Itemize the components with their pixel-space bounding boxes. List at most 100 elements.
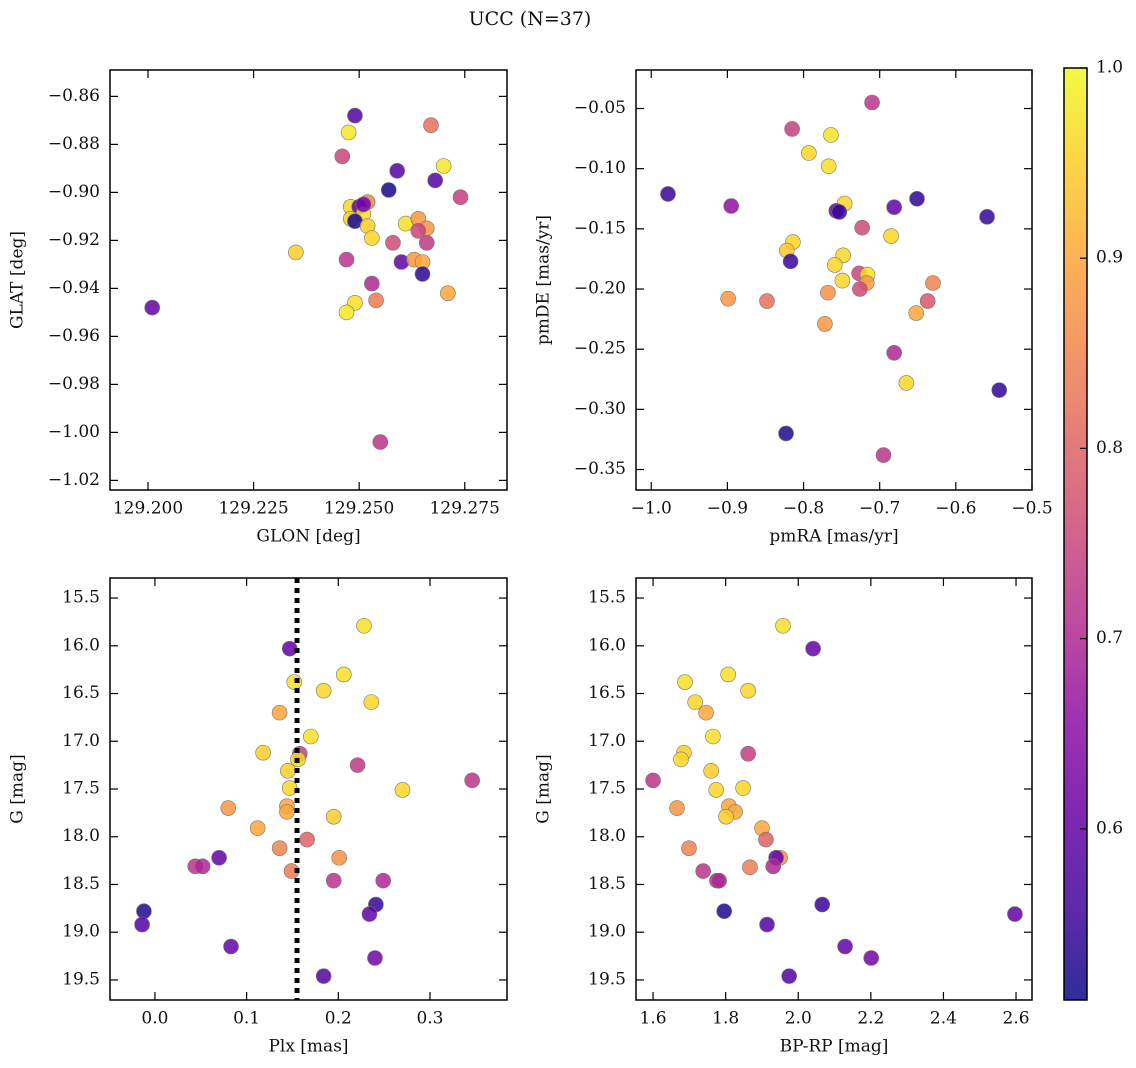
plot-frame bbox=[109, 69, 508, 491]
y-tick-label: 18.5 bbox=[62, 874, 100, 894]
point bbox=[909, 190, 925, 207]
point bbox=[414, 266, 431, 282]
point bbox=[223, 938, 239, 955]
point bbox=[814, 896, 831, 913]
point bbox=[645, 772, 661, 789]
x-tick-label: −0.5 bbox=[1011, 499, 1052, 519]
point bbox=[136, 903, 152, 920]
y-tick-label: −1.02 bbox=[48, 470, 100, 490]
point bbox=[452, 189, 469, 205]
x-tick-label: −0.9 bbox=[707, 499, 748, 519]
plot-frame bbox=[635, 69, 1033, 491]
point bbox=[394, 782, 411, 798]
point bbox=[315, 682, 332, 699]
y-tick-label: −0.94 bbox=[48, 278, 100, 298]
colorbar-frame bbox=[1063, 67, 1088, 1001]
y-tick-label: 17.5 bbox=[62, 779, 100, 799]
y-tick-label: 17.5 bbox=[588, 779, 626, 799]
point bbox=[681, 840, 697, 856]
point bbox=[302, 728, 319, 745]
y-tick-label: −0.98 bbox=[48, 374, 100, 394]
point bbox=[194, 858, 211, 875]
point bbox=[852, 281, 868, 297]
point bbox=[925, 275, 941, 291]
point bbox=[820, 158, 837, 175]
point bbox=[854, 219, 870, 236]
points bbox=[134, 617, 480, 984]
point bbox=[271, 704, 288, 721]
point bbox=[831, 204, 848, 220]
y-tick-label: 19.0 bbox=[62, 922, 100, 942]
x-tick-label: 0.1 bbox=[233, 1009, 260, 1029]
y-axis-label: GLAT [deg] bbox=[8, 231, 28, 329]
point bbox=[325, 872, 342, 889]
x-tick-label: 2.2 bbox=[857, 1009, 884, 1029]
point bbox=[837, 938, 853, 955]
point bbox=[361, 906, 378, 922]
colorbar-tick-label: 0.9 bbox=[1096, 248, 1123, 268]
point bbox=[687, 694, 703, 710]
colorbar-tick-label: 0.7 bbox=[1096, 628, 1123, 648]
point bbox=[979, 209, 995, 225]
point bbox=[698, 704, 714, 721]
point bbox=[435, 158, 452, 174]
point bbox=[280, 763, 296, 779]
y-tick-label: −0.86 bbox=[48, 86, 100, 106]
point bbox=[864, 94, 880, 111]
point bbox=[711, 872, 727, 889]
x-tick-label: 129.200 bbox=[113, 499, 183, 519]
point bbox=[288, 244, 304, 261]
point bbox=[249, 820, 266, 836]
point bbox=[325, 808, 342, 825]
y-tick-label: 19.5 bbox=[62, 969, 100, 989]
y-tick-label: −1.00 bbox=[48, 422, 100, 442]
point bbox=[823, 127, 839, 143]
point bbox=[677, 674, 693, 690]
point bbox=[782, 253, 799, 270]
point bbox=[660, 186, 676, 202]
point bbox=[410, 223, 427, 239]
y-axis-label: G [mag] bbox=[534, 754, 554, 823]
point bbox=[784, 121, 800, 137]
point bbox=[220, 800, 237, 816]
y-tick-label: −0.30 bbox=[574, 399, 626, 419]
point bbox=[1007, 906, 1023, 922]
x-tick-label: 129.250 bbox=[324, 499, 394, 519]
points bbox=[144, 107, 469, 450]
plot-frame bbox=[635, 577, 1033, 1001]
point bbox=[356, 617, 372, 634]
y-tick-label: −0.96 bbox=[48, 326, 100, 346]
y-tick-label: 16.5 bbox=[588, 683, 626, 703]
point bbox=[255, 744, 271, 761]
x-tick-label: 2.0 bbox=[785, 1009, 812, 1029]
point bbox=[368, 292, 384, 309]
point bbox=[875, 447, 892, 463]
point bbox=[740, 745, 756, 762]
y-tick-label: 17.0 bbox=[62, 731, 100, 751]
point bbox=[144, 299, 161, 316]
y-tick-label: −0.35 bbox=[574, 459, 626, 479]
point bbox=[423, 117, 439, 133]
x-tick-label: 2.4 bbox=[930, 1009, 957, 1029]
point bbox=[364, 230, 380, 246]
y-tick-label: 16.0 bbox=[62, 635, 100, 655]
y-tick-label: −0.15 bbox=[574, 218, 626, 238]
point bbox=[315, 968, 332, 984]
point bbox=[991, 382, 1008, 398]
x-tick-label: −1.0 bbox=[631, 499, 672, 519]
x-tick-label: −0.6 bbox=[935, 499, 976, 519]
x-axis-label: pmRA [mas/yr] bbox=[769, 527, 898, 547]
x-axis-label: BP-RP [mag] bbox=[780, 1037, 889, 1057]
x-tick-label: 129.275 bbox=[430, 499, 500, 519]
point bbox=[355, 196, 372, 213]
point bbox=[389, 163, 405, 179]
point bbox=[134, 916, 150, 933]
plot-frame bbox=[109, 577, 508, 1001]
point bbox=[349, 757, 366, 773]
point bbox=[805, 640, 821, 657]
point bbox=[338, 251, 355, 268]
y-axis-label: G [mag] bbox=[8, 754, 28, 823]
colorbar-tick-label: 0.8 bbox=[1096, 438, 1123, 458]
colorbar-tick-label: 1.0 bbox=[1096, 58, 1123, 78]
point bbox=[334, 148, 351, 165]
